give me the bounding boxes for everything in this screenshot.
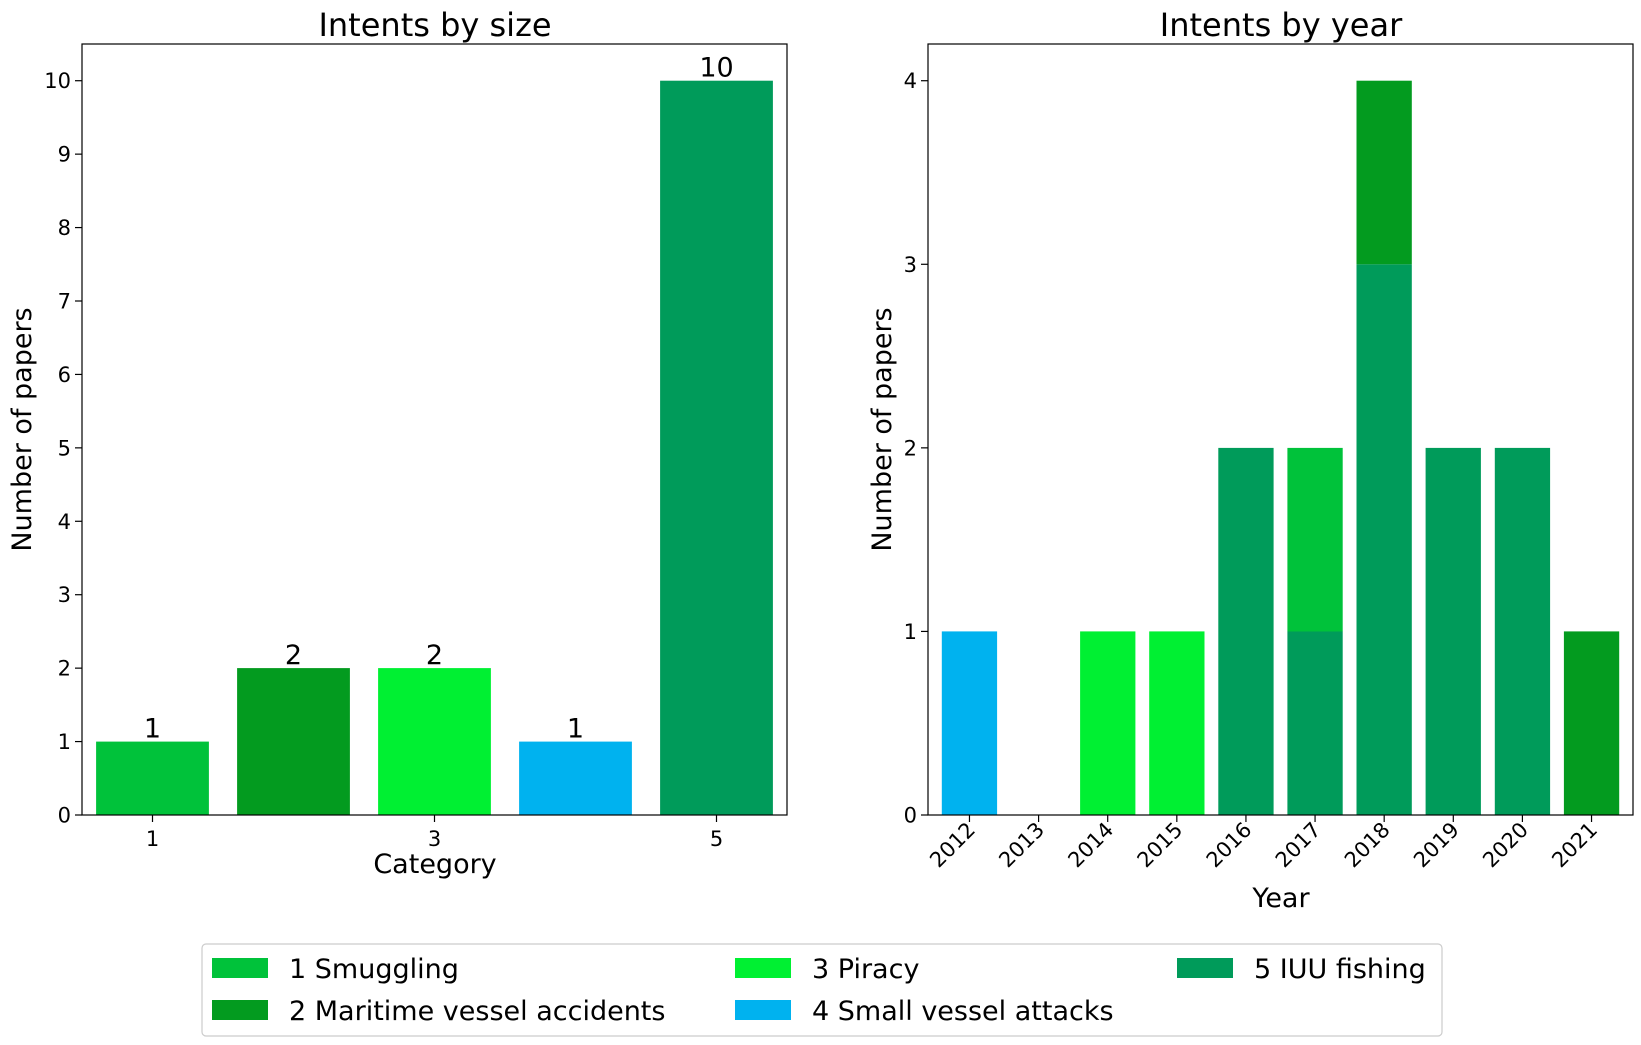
x-axis-ticks: 2012 2013 2014 2015 2016 2017 2018 2019 2020 2021 — [925, 815, 1602, 872]
legend-swatch — [735, 958, 791, 978]
x-tick-label: 1 — [146, 827, 159, 851]
y-tick-label: 10 — [44, 69, 71, 93]
y-tick-label: 0 — [904, 804, 917, 828]
legend-swatch — [212, 1000, 268, 1020]
x-tick-label: 2013 — [994, 818, 1049, 873]
bar-segment-2018-s0 — [1356, 264, 1412, 815]
x-tick-label: 2018 — [1340, 818, 1395, 873]
plot-frame — [927, 43, 1634, 816]
y-tick-label: 2 — [904, 436, 917, 460]
chart-title: Intents by size — [318, 6, 551, 44]
x-axis-label: Year — [1251, 883, 1310, 914]
bar-segment-2020-s0 — [1494, 447, 1551, 815]
y-axis-ticks: 0 1 2 3 4 — [904, 69, 928, 828]
bar-segment-2014-s3 — [1080, 631, 1136, 815]
data-label: 1 — [567, 714, 584, 745]
y-tick-label: 3 — [58, 583, 71, 607]
bar-segment-2017-s1 — [1287, 447, 1343, 632]
data-label: 2 — [426, 640, 443, 671]
bar-segment-2017-s0 — [1287, 631, 1343, 815]
bar-segment-2021-s2 — [1563, 631, 1620, 815]
legend: 1 Smuggling 2 Maritime vessel accidents 3 … — [201, 943, 1443, 1037]
y-tick-label: 5 — [58, 436, 71, 460]
data-label-group: 1 2 2 1 10 — [144, 53, 734, 745]
x-tick-label: 2021 — [1547, 818, 1602, 873]
bar-category-5 — [660, 80, 773, 815]
x-tick-label: 2015 — [1133, 818, 1188, 873]
chart-title: Intents by year — [1160, 6, 1403, 44]
bar-category-3 — [378, 668, 491, 815]
x-tick-label: 3 — [428, 827, 441, 851]
y-tick-label: 8 — [58, 216, 71, 240]
bar-group — [941, 80, 1620, 815]
legend-label: 4 Small vessel attacks — [812, 996, 1114, 1027]
x-axis-ticks: 1 3 5 — [146, 815, 723, 851]
y-tick-label: 2 — [58, 657, 71, 681]
legend-swatch — [1177, 958, 1233, 978]
y-tick-label: 0 — [58, 804, 71, 828]
bar-segment-2016-s0 — [1218, 447, 1274, 815]
legend-swatch — [212, 958, 268, 978]
y-axis-ticks: 0 1 2 3 4 5 6 7 8 9 10 — [44, 69, 82, 828]
x-axis-label: Category — [373, 849, 496, 880]
bar-category-1 — [96, 741, 209, 815]
y-tick-label: 1 — [904, 620, 917, 644]
y-tick-label: 7 — [58, 290, 71, 314]
legend-label: 2 Maritime vessel accidents — [289, 996, 665, 1027]
y-tick-label: 9 — [58, 143, 71, 167]
x-tick-label: 2017 — [1271, 818, 1326, 873]
bar-group — [96, 80, 773, 815]
bar-segment-2019-s0 — [1425, 447, 1481, 815]
data-label: 1 — [144, 714, 161, 745]
data-label: 10 — [699, 53, 733, 84]
bar-segment-2015-s3 — [1149, 631, 1205, 815]
legend-label: 1 Smuggling — [289, 954, 459, 985]
bar-segment-2018-s2 — [1356, 80, 1412, 265]
bar-category-2 — [237, 668, 350, 815]
bar-segment-2012-s4 — [941, 631, 998, 815]
legend-swatch — [735, 1000, 791, 1020]
y-tick-label: 4 — [904, 69, 917, 93]
y-tick-label: 6 — [58, 363, 71, 387]
legend-frame — [201, 943, 1443, 1037]
y-axis-label: Number of papers — [7, 307, 38, 551]
x-tick-label: 2014 — [1063, 818, 1118, 873]
x-tick-label: 2019 — [1409, 818, 1464, 873]
bar-category-4 — [519, 741, 632, 815]
data-label: 2 — [285, 640, 302, 671]
y-tick-label: 1 — [58, 730, 71, 754]
y-axis-label: Number of papers — [867, 307, 898, 551]
y-tick-label: 3 — [904, 253, 917, 277]
x-tick-label: 2020 — [1478, 818, 1533, 873]
legend-label: 5 IUU fishing — [1254, 954, 1426, 985]
y-tick-label: 4 — [58, 510, 71, 534]
x-tick-label: 2016 — [1202, 818, 1257, 873]
x-tick-label: 2012 — [925, 818, 980, 873]
legend-label: 3 Piracy — [812, 954, 919, 985]
legend-entries: 1 Smuggling 2 Maritime vessel accidents 3 … — [212, 954, 1426, 1027]
x-tick-label: 5 — [710, 827, 723, 851]
